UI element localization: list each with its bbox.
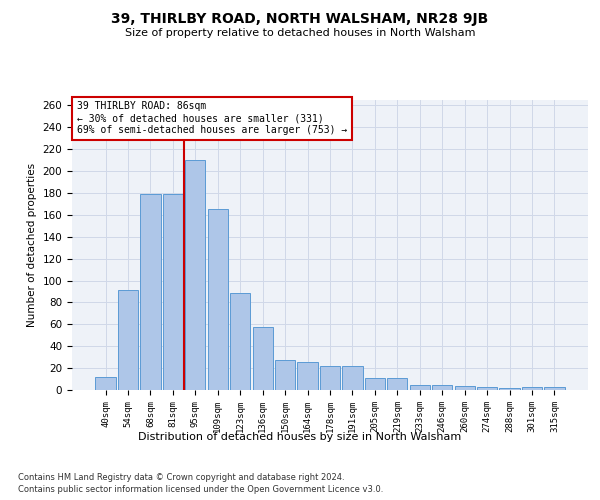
Y-axis label: Number of detached properties: Number of detached properties xyxy=(27,163,37,327)
Bar xyxy=(387,378,407,390)
Bar xyxy=(455,386,475,390)
Text: Contains public sector information licensed under the Open Government Licence v3: Contains public sector information licen… xyxy=(18,485,383,494)
Bar xyxy=(140,194,161,390)
Text: Contains HM Land Registry data © Crown copyright and database right 2024.: Contains HM Land Registry data © Crown c… xyxy=(18,472,344,482)
Bar xyxy=(253,326,273,390)
Bar xyxy=(298,362,317,390)
Bar xyxy=(275,360,295,390)
Bar xyxy=(230,292,250,390)
Text: Size of property relative to detached houses in North Walsham: Size of property relative to detached ho… xyxy=(125,28,475,38)
Bar xyxy=(544,386,565,390)
Bar xyxy=(432,384,452,390)
Bar xyxy=(95,377,116,390)
Bar xyxy=(208,210,228,390)
Bar xyxy=(163,194,183,390)
Bar xyxy=(185,160,205,390)
Bar xyxy=(522,386,542,390)
Bar xyxy=(365,378,385,390)
Bar xyxy=(320,366,340,390)
Text: Distribution of detached houses by size in North Walsham: Distribution of detached houses by size … xyxy=(139,432,461,442)
Text: 39 THIRLBY ROAD: 86sqm
← 30% of detached houses are smaller (331)
69% of semi-de: 39 THIRLBY ROAD: 86sqm ← 30% of detached… xyxy=(77,102,347,134)
Bar xyxy=(118,290,138,390)
Text: 39, THIRLBY ROAD, NORTH WALSHAM, NR28 9JB: 39, THIRLBY ROAD, NORTH WALSHAM, NR28 9J… xyxy=(112,12,488,26)
Bar xyxy=(343,366,362,390)
Bar xyxy=(477,386,497,390)
Bar xyxy=(410,384,430,390)
Bar xyxy=(499,388,520,390)
